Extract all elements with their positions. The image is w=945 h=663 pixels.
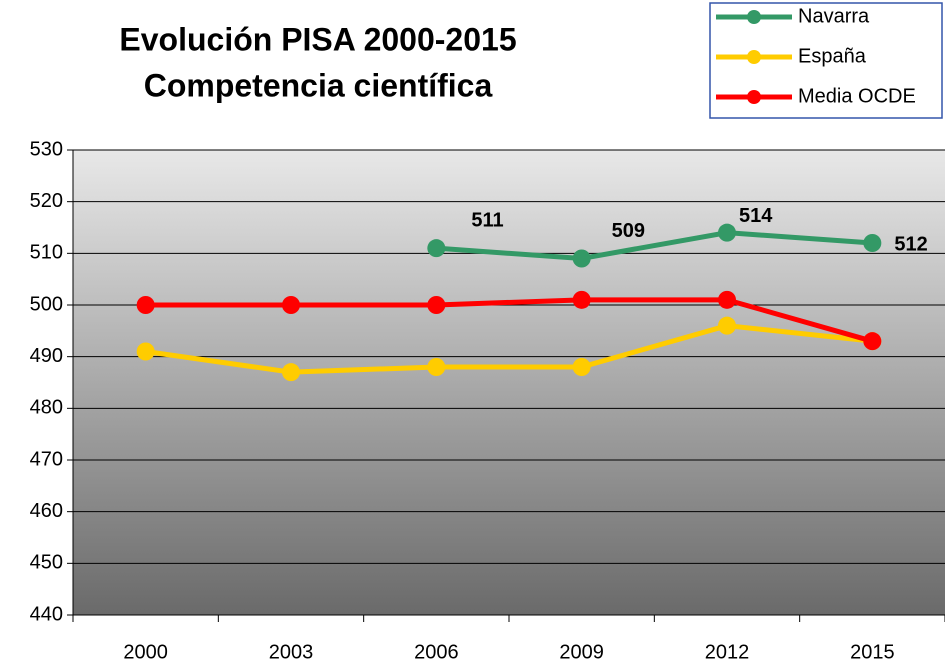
x-tick-label: 2003	[269, 641, 314, 663]
series-line	[436, 230, 873, 262]
data-label: 512	[894, 233, 927, 255]
point	[136, 296, 155, 314]
y-tick-label: 490	[30, 345, 63, 367]
legend-marker	[747, 50, 761, 64]
x-tick-label: 2009	[559, 641, 604, 663]
x-tick-label: 2012	[705, 641, 750, 663]
y-tick-label: 460	[30, 500, 63, 522]
y-tick-label: 520	[30, 190, 63, 212]
point	[427, 296, 446, 314]
y-tick-label: 510	[30, 242, 63, 264]
y-tick-label: 530	[30, 138, 63, 160]
legend-marker	[747, 10, 761, 24]
x-tick-label: 2000	[123, 641, 168, 663]
y-tick-label: 450	[30, 552, 63, 574]
point	[427, 358, 446, 376]
series-line	[145, 323, 873, 375]
x-tick-label: 2006	[414, 641, 459, 663]
point	[863, 332, 882, 351]
y-tick-label: 500	[30, 293, 63, 315]
plot-area	[73, 150, 945, 615]
legend-label: Navarra	[798, 5, 870, 27]
point	[572, 358, 591, 376]
y-tick-label: 440	[30, 603, 63, 625]
chart-title: Evolución PISA 2000-2015	[119, 21, 516, 57]
legend-marker	[747, 90, 761, 104]
data-label: 509	[612, 220, 645, 242]
y-tick-label: 470	[30, 448, 63, 470]
point	[282, 296, 300, 314]
point	[718, 223, 736, 242]
y-tick-label: 480	[30, 397, 63, 419]
point	[572, 249, 591, 268]
point	[282, 363, 300, 382]
point	[136, 342, 155, 361]
point	[572, 290, 591, 309]
point	[718, 290, 736, 309]
data-label: 514	[739, 205, 773, 227]
series-line	[145, 297, 874, 344]
point	[718, 316, 736, 335]
legend-label: Media OCDE	[798, 85, 916, 107]
x-tick-label: 2015	[850, 641, 895, 663]
point	[427, 239, 446, 258]
chart-subtitle: Competencia científica	[144, 67, 493, 103]
data-label: 511	[471, 209, 503, 231]
legend-label: España	[798, 45, 867, 67]
point	[863, 234, 882, 252]
